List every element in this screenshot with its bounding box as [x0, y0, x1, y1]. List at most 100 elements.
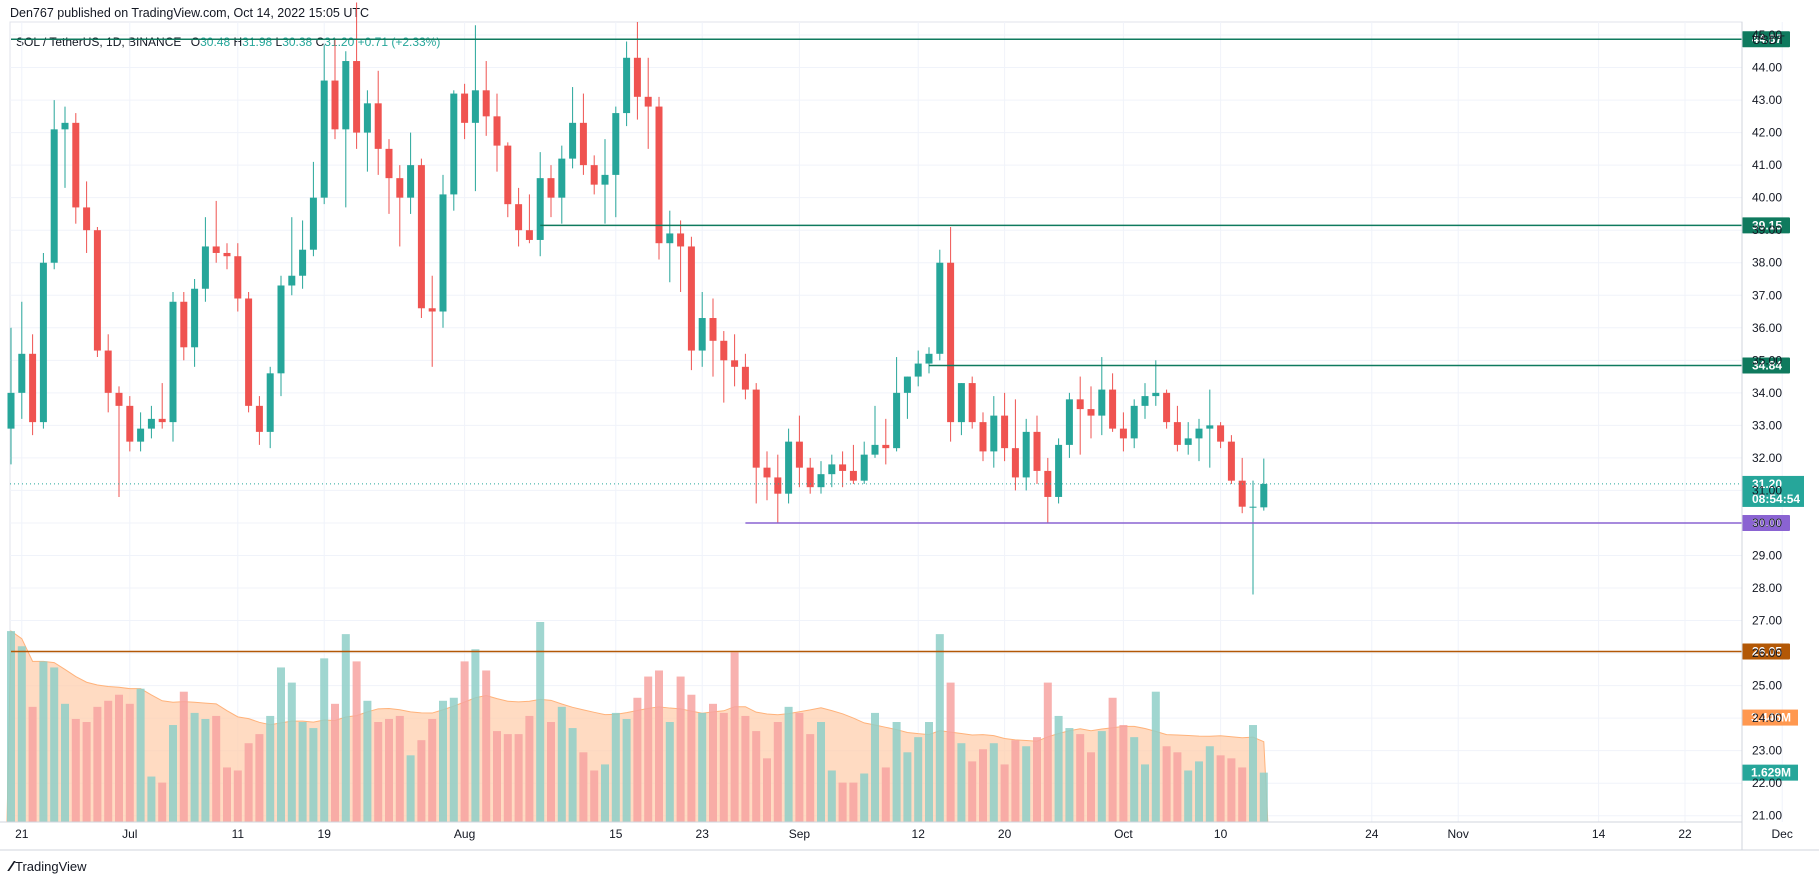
candle-body	[990, 415, 998, 452]
candle-body	[633, 57, 641, 97]
x-tick-label: 21	[15, 827, 29, 841]
close-label: C	[315, 35, 325, 49]
candle-body	[741, 366, 749, 390]
candle-body	[536, 178, 544, 240]
x-tick-label: 24	[1365, 827, 1379, 841]
candle-body	[871, 444, 879, 455]
volume-label: 1.629M	[1751, 766, 1791, 780]
candle-body	[277, 285, 285, 374]
volume-bar	[428, 718, 437, 822]
volume-bar	[93, 706, 102, 822]
candle-body	[39, 262, 47, 423]
y-tick-label: 37.00	[1752, 288, 1782, 302]
candle-body	[180, 301, 188, 348]
volume-bar	[320, 658, 329, 822]
volume-bar	[514, 734, 523, 822]
candle-body	[612, 113, 620, 175]
candle-body	[169, 301, 177, 423]
candle-body	[299, 249, 307, 276]
candle-body	[1022, 431, 1030, 478]
candle-body	[83, 207, 91, 231]
candle-body	[223, 252, 231, 257]
candle-body	[515, 204, 523, 231]
candle-body	[7, 392, 15, 429]
candle-body	[644, 96, 652, 107]
volume-bar	[104, 700, 113, 822]
footer-brand: ⁄⁄ TradingView	[10, 858, 87, 875]
candle-body	[1173, 422, 1181, 445]
candle-body	[407, 165, 415, 198]
volume-bar	[730, 652, 739, 822]
volume-bar	[633, 697, 642, 822]
y-tick-label: 27.00	[1752, 614, 1782, 628]
x-tick-label: Nov	[1448, 827, 1469, 841]
candle-body	[72, 122, 80, 208]
candle-body	[255, 405, 263, 432]
volume-bar	[892, 722, 901, 822]
candle-body	[1217, 425, 1225, 442]
volume-bar	[298, 722, 307, 822]
volume-bar	[39, 661, 48, 822]
volume-bar	[568, 728, 577, 822]
volume-bar	[752, 731, 761, 822]
volume-bar	[590, 770, 599, 822]
volume-bar	[525, 715, 534, 822]
candle-body	[817, 474, 825, 488]
candle-body	[525, 230, 533, 240]
volume-bar	[849, 782, 858, 822]
volume-bar	[82, 722, 91, 822]
volume-bar	[989, 743, 998, 822]
volume-bar	[925, 722, 933, 822]
candle-body	[137, 428, 145, 442]
level-tag	[1742, 31, 1790, 48]
volume-bar	[341, 634, 350, 822]
candle-body	[363, 103, 371, 133]
x-tick-label: Dec	[1772, 827, 1793, 841]
candle-body	[245, 298, 253, 406]
volume-bar	[719, 712, 728, 822]
volume-bar	[655, 670, 663, 822]
x-tick-label: 12	[912, 827, 926, 841]
volume-tag	[1742, 764, 1798, 781]
volume-bar	[331, 703, 339, 822]
volume-bar	[881, 767, 890, 822]
candle-body	[590, 165, 598, 185]
volume-bar	[773, 722, 782, 822]
volume-bar	[676, 676, 685, 822]
candle-body	[1065, 399, 1073, 445]
y-tick-label: 31.00	[1752, 483, 1782, 497]
volume-bar	[395, 715, 404, 822]
volume-bar	[709, 703, 717, 822]
volume-bar	[417, 740, 426, 822]
volume-bar	[352, 661, 361, 822]
candle-body	[1055, 444, 1063, 497]
volume-bar	[71, 718, 80, 822]
y-tick-label: 33.00	[1752, 418, 1782, 432]
volume-bar	[1173, 752, 1182, 822]
volume-bar	[547, 722, 555, 822]
x-tick-label: 23	[696, 827, 710, 841]
candle-body	[29, 353, 37, 423]
candle-body	[936, 262, 944, 354]
candle-body	[471, 90, 479, 123]
x-tick-label: Oct	[1114, 827, 1133, 841]
candle-body	[320, 80, 328, 198]
y-tick-label: 26.00	[1752, 646, 1782, 660]
x-tick-label: 19	[318, 827, 332, 841]
volume-bar	[7, 631, 15, 822]
volume-bar	[363, 700, 372, 822]
volume-bar	[1097, 731, 1106, 822]
y-tick-label: 35.00	[1752, 353, 1782, 367]
volume-bar	[385, 718, 393, 822]
volume-bar	[1054, 715, 1063, 822]
y-tick-label: 40.00	[1752, 191, 1782, 205]
volume-bar	[698, 712, 707, 822]
volume-bar	[1000, 764, 1009, 822]
volume-bar	[28, 706, 37, 822]
candle-body	[893, 392, 901, 449]
candle-body	[1076, 399, 1084, 410]
volume-bar	[449, 697, 458, 822]
volume-bar	[903, 752, 912, 822]
